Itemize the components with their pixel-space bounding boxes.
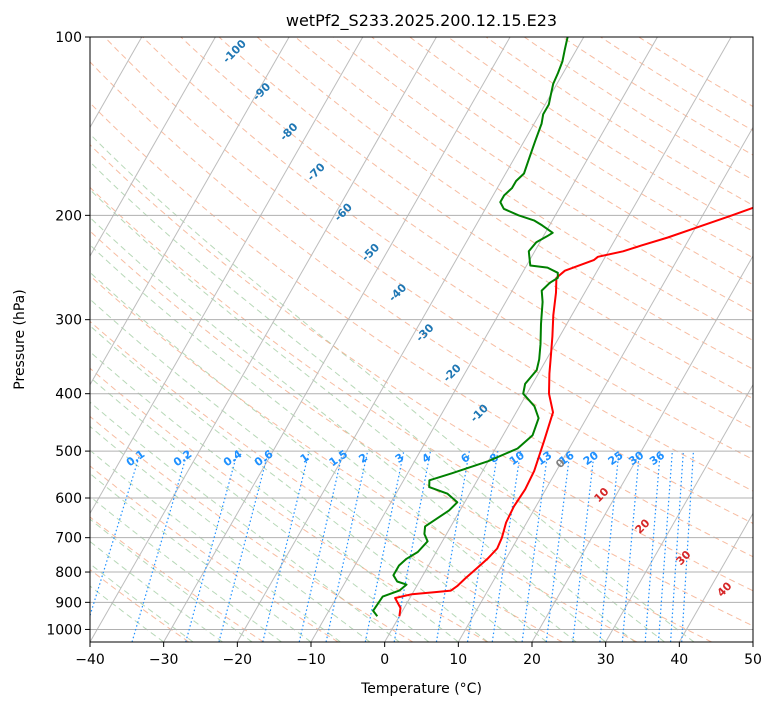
dry-adiabat bbox=[142, 37, 753, 460]
mixing-ratio-line bbox=[466, 451, 499, 642]
mixing-ratio-line bbox=[364, 450, 405, 642]
moist-adiabat bbox=[90, 189, 636, 642]
x-tick-label: 10 bbox=[449, 652, 467, 668]
x-tick-label: 40 bbox=[670, 652, 688, 668]
dry-adiabat bbox=[90, 144, 753, 592]
mixing-ratio-line bbox=[491, 451, 522, 642]
isotherm bbox=[531, 255, 753, 642]
moist-adiabat bbox=[90, 216, 607, 642]
moist-adiabat bbox=[90, 449, 341, 642]
dry-adiabat bbox=[371, 37, 753, 286]
moist-adiabat bbox=[90, 472, 312, 642]
mixing-ratio-line bbox=[298, 450, 344, 642]
y-tick-label: 400 bbox=[55, 387, 82, 403]
moist-adiabat bbox=[90, 518, 253, 642]
plot-frame bbox=[89, 36, 754, 643]
isotherm bbox=[605, 383, 753, 642]
moist-adiabat bbox=[90, 271, 548, 642]
chart-title: wetPf2_S233.2025.200.12.15.E23 bbox=[286, 11, 557, 31]
y-tick-label: 800 bbox=[55, 565, 82, 581]
dry-adiabat bbox=[90, 569, 190, 642]
dewpoint-profile bbox=[372, 37, 569, 617]
isotherm bbox=[384, 37, 732, 642]
x-tick-label: −10 bbox=[296, 652, 326, 668]
y-tick-label: 900 bbox=[55, 595, 82, 611]
dry-adiabat bbox=[90, 367, 488, 642]
y-tick-label: 1000 bbox=[46, 622, 82, 638]
x-tick-label: 20 bbox=[523, 652, 541, 668]
mixing-ratio-line bbox=[435, 451, 470, 642]
profiles bbox=[372, 37, 753, 617]
isotherm bbox=[310, 37, 658, 642]
isotherm bbox=[236, 37, 585, 642]
x-tick-label: 30 bbox=[597, 652, 615, 668]
moist-adiabat bbox=[90, 244, 577, 642]
moist-adiabat bbox=[90, 351, 459, 642]
x-tick-label: 50 bbox=[744, 652, 762, 668]
moist-adiabat bbox=[90, 376, 430, 642]
isotherm bbox=[457, 126, 753, 642]
grid bbox=[90, 37, 753, 642]
mixing-ratio-line bbox=[185, 450, 239, 642]
dry-adiabat bbox=[180, 37, 753, 430]
x-tick-label: −40 bbox=[75, 652, 105, 668]
isotherm bbox=[90, 37, 216, 258]
y-tick-label: 200 bbox=[55, 208, 82, 224]
dry-adiabat bbox=[104, 37, 753, 492]
isotherm bbox=[90, 37, 290, 386]
dry-adiabat bbox=[218, 37, 753, 400]
dry-adiabat bbox=[90, 186, 753, 627]
dry-adiabat bbox=[294, 37, 753, 341]
moist-adiabat bbox=[90, 133, 695, 642]
x-tick-label: 0 bbox=[380, 652, 389, 668]
mixing-ratio-line bbox=[325, 450, 369, 642]
y-tick-label: 600 bbox=[55, 491, 82, 507]
dry-adiabat bbox=[90, 465, 339, 642]
dry-adiabat bbox=[90, 516, 264, 642]
mixing-ratio-line bbox=[572, 451, 595, 642]
isotherm bbox=[90, 37, 364, 515]
x-axis-label: Temperature (°C) bbox=[360, 681, 482, 697]
temperature-profile bbox=[394, 206, 753, 617]
y-axis-label: Pressure (hPa) bbox=[12, 289, 28, 389]
moist-adiabat bbox=[90, 325, 489, 642]
y-tick-label: 100 bbox=[55, 30, 82, 46]
mixing-ratio-line bbox=[131, 450, 189, 642]
mixing-ratio-line bbox=[90, 450, 142, 618]
moist-adiabat bbox=[90, 540, 223, 642]
y-tick-label: 300 bbox=[55, 313, 82, 329]
moist-adiabat bbox=[90, 495, 282, 642]
isotherm bbox=[678, 512, 753, 642]
mixing-ratio-line bbox=[262, 450, 310, 642]
y-tick-label: 700 bbox=[55, 531, 82, 547]
y-axis: 1000 900 800 700 600 500 400 300 200 100 bbox=[46, 30, 90, 638]
x-tick-label: −20 bbox=[223, 652, 253, 668]
mixing-ratio-line bbox=[545, 451, 571, 642]
dry-adiabat bbox=[90, 320, 563, 642]
isotherm bbox=[90, 37, 437, 642]
moist-adiabat bbox=[90, 563, 194, 642]
y-tick-label: 500 bbox=[55, 444, 82, 460]
x-axis: −40 −30 −20 −10 0 10 20 30 40 50 bbox=[75, 642, 762, 668]
moist-adiabat bbox=[90, 298, 518, 642]
mixing-ratio-line bbox=[521, 451, 549, 642]
isotherm bbox=[163, 37, 511, 642]
dry-adiabat bbox=[90, 61, 753, 524]
dry-adiabat bbox=[90, 275, 638, 642]
moist-adiabat bbox=[90, 425, 371, 642]
mixing-ratio-line bbox=[218, 450, 270, 642]
dry-adiabat bbox=[333, 37, 753, 313]
x-tick-label: −30 bbox=[149, 652, 179, 668]
